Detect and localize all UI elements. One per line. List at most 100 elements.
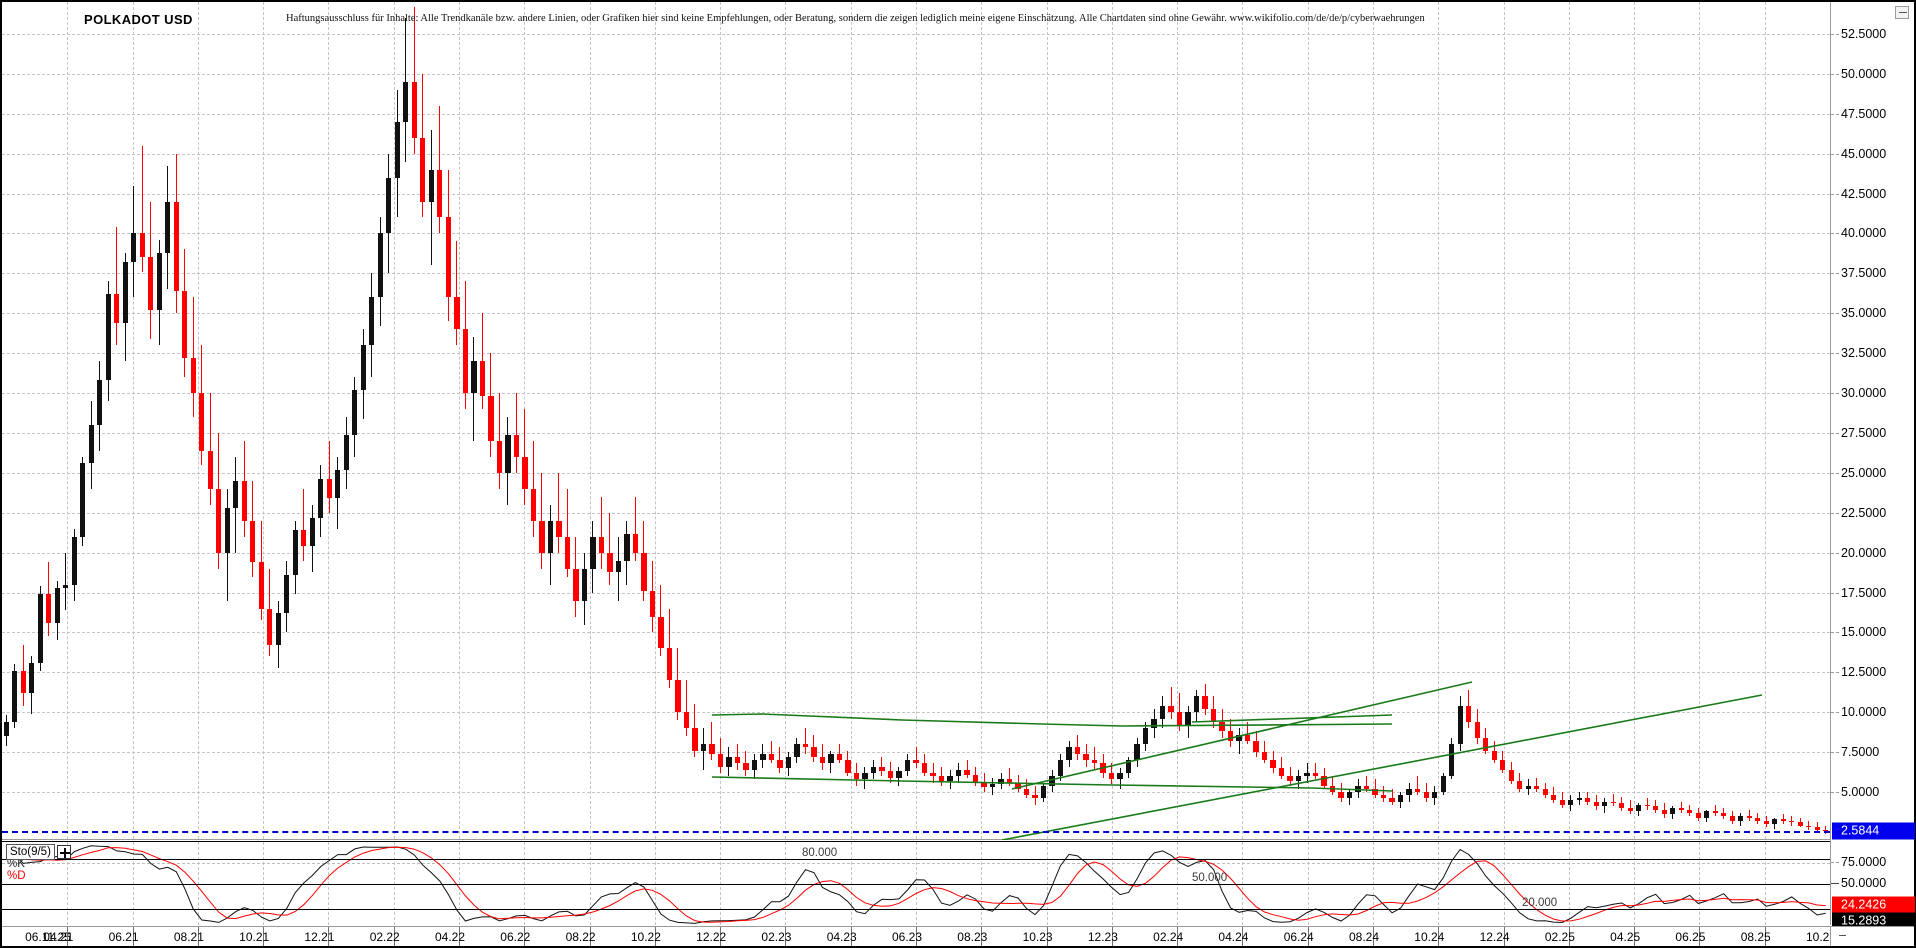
time-axis-separator (785, 927, 787, 946)
candle-wick (192, 297, 194, 417)
candle-body (63, 584, 69, 588)
candle-body (326, 479, 332, 499)
candle-body (734, 756, 741, 764)
candle-body (913, 760, 919, 764)
price-axis-label: 45.0000 (1841, 146, 1887, 161)
candle-body (1559, 800, 1565, 805)
price-axis[interactable]: 52.5000 50.0000 47.5000 45.0000 42.5000 40.00… (1830, 2, 1915, 930)
candle-body (29, 662, 35, 694)
candle-body (1627, 808, 1633, 812)
candle-body (1619, 803, 1625, 809)
candle-wick (1034, 785, 1036, 805)
time-axis[interactable]: 06.11.25 04.21 06.21 08.21 10.21 12.21 02.22 04… (2, 926, 1836, 946)
candle-body (1712, 811, 1718, 813)
candle-body (641, 552, 647, 591)
stochastic-pane[interactable]: 80.000 50.000 20.000 Sto(9/5) %K %D (2, 841, 1831, 925)
candle-wick (804, 728, 806, 754)
candle-body (207, 450, 213, 489)
price-chart-pane[interactable] (2, 2, 1831, 840)
price-axis-label: 25.0000 (1841, 465, 1887, 480)
candle-body (615, 560, 622, 572)
candle-wick (1374, 779, 1376, 799)
candle-body (1236, 734, 1242, 742)
time-axis-separator (524, 927, 526, 946)
time-axis-label: 08.22 (565, 930, 596, 944)
time-axis-separator (1699, 927, 1701, 946)
candle-body (683, 712, 690, 729)
candle-body (819, 756, 826, 764)
candle-wick (1179, 693, 1181, 732)
candle-body (224, 507, 230, 553)
candle-body (921, 763, 928, 773)
candle-body (258, 562, 264, 609)
time-axis-label: 08.21 (173, 930, 204, 944)
candle-wick (634, 496, 636, 561)
candle-body (1780, 819, 1786, 821)
time-axis-separator (1568, 927, 1570, 946)
candle-body (1491, 750, 1497, 761)
candle-wick (456, 241, 458, 346)
time-axis-label: 12.22 (696, 930, 727, 944)
time-axis-separator (850, 927, 852, 946)
candle-body (981, 782, 987, 788)
candle-wick (668, 608, 670, 689)
stochastic-d-label: %D (7, 870, 26, 882)
candle-body (751, 760, 758, 770)
candle-body (607, 552, 613, 572)
stochastic-axis-label: 50.0000 (1841, 876, 1887, 890)
indicator-name[interactable]: Sto(9/5) (6, 844, 55, 860)
time-axis-separator (328, 927, 330, 946)
candle-body (250, 520, 256, 563)
candle-body (97, 380, 103, 425)
candle-body (301, 530, 307, 547)
time-axis-separator (589, 927, 591, 946)
expand-icon[interactable] (56, 845, 71, 859)
candle-body (1746, 816, 1752, 818)
candle-body (1525, 785, 1531, 789)
candle-body (768, 753, 775, 761)
candle-body (471, 361, 477, 394)
time-axis-separator (1242, 927, 1244, 946)
candle-body (54, 587, 60, 623)
candle-body (632, 533, 639, 553)
candle-wick (141, 145, 143, 272)
window-border-bottom (0, 946, 1916, 948)
candle-body (1644, 804, 1650, 807)
time-axis-label: 02.23 (761, 930, 792, 944)
candle-body (717, 753, 724, 767)
candle-body (1517, 780, 1523, 789)
minimize-icon[interactable] (1895, 6, 1909, 19)
time-axis-separator (1111, 927, 1113, 946)
candle-body (794, 744, 800, 757)
candle-body (377, 233, 383, 298)
candle-wick (711, 721, 713, 761)
candle-body (1466, 705, 1472, 722)
candle-body (1406, 788, 1412, 796)
indicator-legend[interactable]: Sto(9/5) (6, 844, 71, 860)
trendline-rising-lower (1001, 694, 1763, 840)
candle-body (938, 776, 945, 781)
candle-body (1576, 798, 1582, 801)
candle-wick (1553, 787, 1555, 804)
price-axis-label: 47.5000 (1841, 106, 1887, 121)
candle-body (955, 769, 962, 777)
candle-body (1704, 811, 1710, 818)
time-axis-label: 06.21 (108, 930, 139, 944)
candle-body (1244, 734, 1251, 742)
time-axis-label: 02.25 (1544, 930, 1575, 944)
time-axis-label: 08.23 (957, 930, 988, 944)
candle-wick (1289, 766, 1291, 786)
candle-body (275, 613, 281, 646)
candle-wick (65, 552, 67, 611)
candle-body (1287, 776, 1293, 781)
candle-body (1346, 792, 1353, 799)
candle-body (1610, 801, 1616, 804)
candle-body (964, 769, 970, 775)
candle-wick (1646, 798, 1648, 810)
candle-body (802, 744, 809, 748)
time-axis-separator (197, 927, 199, 946)
price-axis-tick (1831, 393, 1839, 395)
price-axis-tick (1831, 113, 1839, 115)
price-axis-tick (1831, 632, 1839, 634)
candle-body (1440, 776, 1446, 793)
